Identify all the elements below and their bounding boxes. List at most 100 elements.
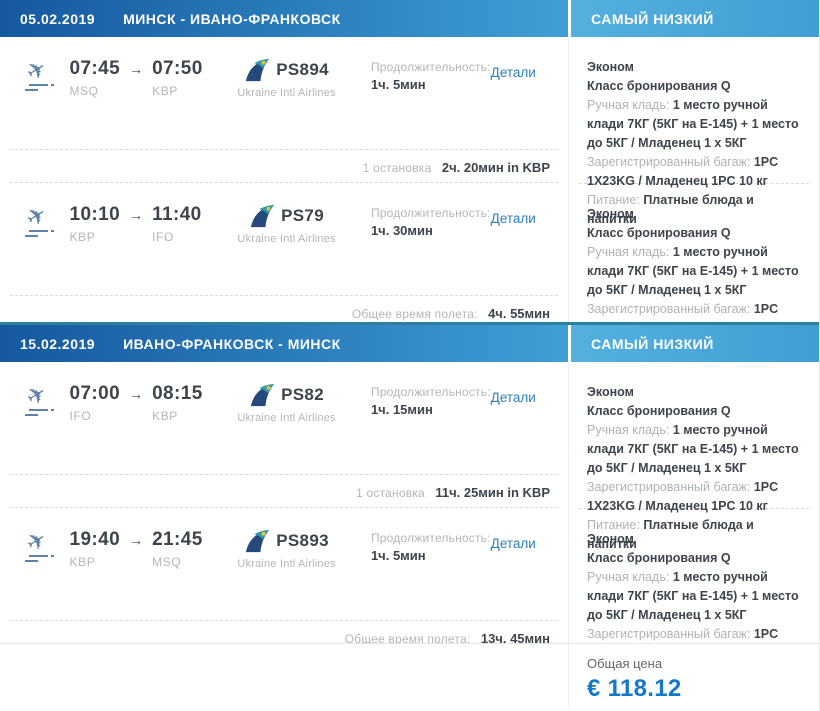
return-flights-column: ✈ 07:00 IFO → 08:15 KBP [0,362,568,643]
hand-luggage-value: 1 место ручной клади 7КГ (5КГ на Е-145) … [587,423,799,475]
total-price-block: Общая цена € 118.12 [568,644,819,707]
airline-name: Ukraine Intl Airlines [237,412,336,424]
plane-takeoff-icon: ✈ [21,379,60,418]
fare-class: Эконом [587,385,634,399]
details-link[interactable]: Детали [490,211,536,226]
outbound-fare-column: Эконом Класс бронирования Q Ручная кладь… [568,37,819,322]
total-time-value: 13ч. 45мин [480,631,550,643]
hand-luggage-value: 1 место ручной клади 7КГ (5КГ на Е-145) … [587,245,799,297]
fare-class: Эконом [587,60,634,74]
meals-value: Платные блюда и напитки [587,193,754,226]
runway-dot [50,555,54,557]
plane-takeoff-icon: ✈ [21,200,60,239]
return-route-header: 15.02.2019 ИВАНО-ФРАНКОВСК - МИНСК [0,325,568,362]
arrival-time: 08:15 [152,383,203,404]
departure-time: 10:10 [69,204,121,225]
booking-class: Класс бронирования Q [587,226,731,240]
duration-label: Продолжительность: [370,531,491,545]
arrow-icon: → [129,386,144,402]
dashed-divider [10,620,558,621]
plane-takeoff-icon: ✈ [21,54,60,93]
fare-type-header[interactable]: САМЫЙ НИЗКИЙ [571,325,819,362]
dashed-divider [10,295,558,296]
airline-cell: PS893 Ukraine Intl Airlines [216,528,357,570]
flight-times: 07:00 IFO → 08:15 KBP [69,382,216,423]
stopover-value: 11ч. 25мин in KBP [435,485,550,500]
dashed-divider [10,182,558,183]
plane-glyph: ✈ [21,199,52,233]
flight-icon-cell: ✈ [12,54,69,93]
stopover-label: 1 остановка [362,161,432,175]
dashed-divider [579,508,809,509]
flight-number: PS893 [276,531,329,550]
duration-label: Продолжительность: [370,60,491,74]
details-link[interactable]: Детали [490,390,536,405]
details-link[interactable]: Детали [490,536,536,551]
outbound-flights-column: ✈ 07:45 MSQ → 07:50 KBP [0,37,568,322]
checked-baggage-value: 1PC 1X23KG / Младенец 1PC 10 кг [587,480,779,513]
duration-cell: Продолжительность: 1ч. 30мин [357,203,491,238]
checked-baggage-label: Зарегистрированный багаж: [587,627,751,641]
arrival-airport-code: IFO [152,230,174,244]
airline-cell: PS894 Ukraine Intl Airlines [216,57,357,99]
duration-value: 1ч. 5мин [370,548,426,563]
return-fare-column: Эконом Класс бронирования Q Ручная кладь… [568,362,819,643]
arrival-time: 07:50 [152,58,203,79]
dashed-divider [10,149,558,150]
runway-line [24,560,38,562]
flight-row: ✈ 19:40 KBP → 21:45 MSQ [0,508,568,620]
fare-details-block: Эконом Класс бронирования Q Ручная кладь… [569,362,819,551]
airline-name: Ukraine Intl Airlines [237,87,336,99]
plane-glyph: ✈ [21,378,52,412]
booking-class: Класс бронирования Q [587,551,731,565]
hand-luggage-label: Ручная кладь: [587,423,670,437]
flight-number: PS894 [276,60,329,79]
duration-cell: Продолжительность: 1ч. 5мин [357,528,491,563]
stopover-row: 1 остановка 11ч. 25мин in KBP [0,475,568,507]
flight-times: 10:10 KBP → 11:40 IFO [69,203,216,244]
airline-name: Ukraine Intl Airlines [237,233,336,245]
dashed-divider [10,474,558,475]
flight-icon-cell: ✈ [12,379,69,418]
return-route: ИВАНО-ФРАНКОВСК - МИНСК [123,335,341,352]
duration-cell: Продолжительность: 1ч. 15мин [357,382,491,417]
details-link[interactable]: Детали [490,65,536,80]
runway-line [24,89,38,91]
airline-tail-logo-icon [251,383,275,407]
runway-line [28,230,48,232]
arrival-airport-code: KBP [152,84,178,98]
fare-details-block: Эконом Класс бронирования Q Ручная кладь… [569,509,819,643]
duration-label: Продолжительность: [370,385,491,399]
meals-value: Платные блюда и напитки [587,518,754,551]
flight-row: ✈ 07:00 IFO → 08:15 KBP [0,362,568,474]
outbound-route-header: 05.02.2019 МИНСК - ИВАНО-ФРАНКОВСК [0,0,568,37]
outbound-date: 05.02.2019 [20,10,96,27]
duration-value: 1ч. 30мин [370,223,433,238]
total-flight-time-row: Общее время полета: 4ч. 55мин [0,296,568,322]
hand-luggage-value: 1 место ручной клади 7КГ (5КГ на Е-145) … [587,570,799,622]
flight-number: PS79 [281,206,324,225]
airline-cell: PS79 Ukraine Intl Airlines [216,203,357,245]
fare-type-header[interactable]: САМЫЙ НИЗКИЙ [571,0,819,37]
total-time-value: 4ч. 55мин [488,306,550,321]
hand-luggage-label: Ручная кладь: [587,570,670,584]
fare-type-label: САМЫЙ НИЗКИЙ [591,10,714,27]
duration-cell: Продолжительность: 1ч. 5мин [357,57,491,92]
stopover-value: 2ч. 20мин in KBP [441,160,550,175]
runway-line [24,414,38,416]
outbound-section-body: ✈ 07:45 MSQ → 07:50 KBP [0,37,819,325]
plane-glyph: ✈ [21,53,52,87]
arrow-icon: → [129,61,144,77]
stopover-row: 1 остановка 2ч. 20мин in KBP [0,150,568,182]
runway-line [28,555,48,557]
return-section-header: 15.02.2019 ИВАНО-ФРАНКОВСК - МИНСК САМЫЙ… [0,325,819,362]
fare-class: Эконом [587,532,634,546]
departure-time: 19:40 [69,529,121,550]
departure-time: 07:00 [69,383,121,404]
flight-icon-cell: ✈ [12,200,69,239]
arrow-icon: → [129,532,144,548]
duration-label: Продолжительность: [370,206,491,220]
meals-label: Питание: [587,193,640,207]
fare-class: Эконом [587,207,634,221]
booking-class: Класс бронирования Q [587,404,731,418]
